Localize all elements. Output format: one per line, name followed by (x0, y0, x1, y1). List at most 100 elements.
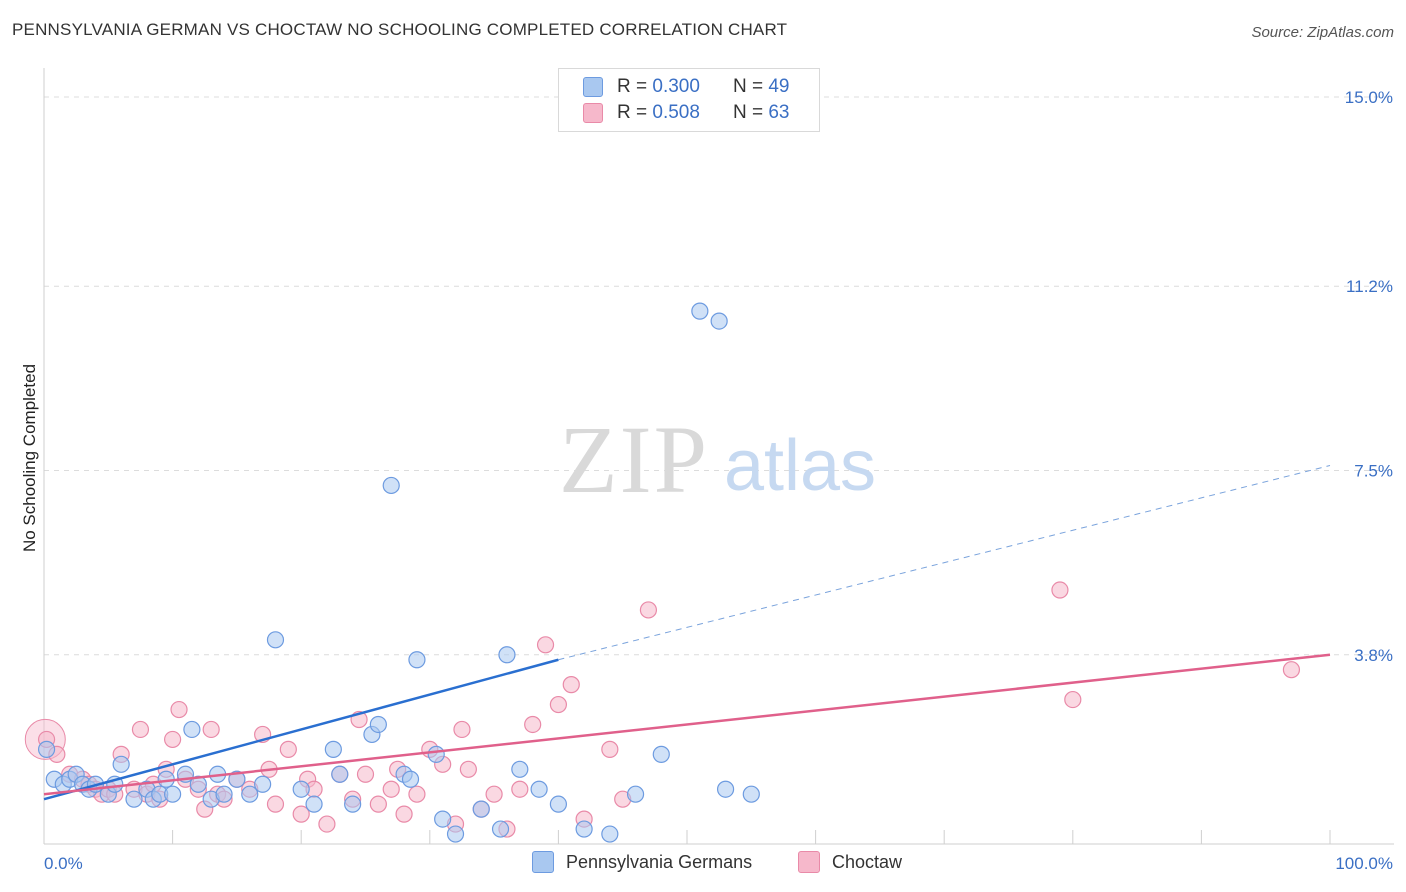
choctaw-point (639, 601, 658, 619)
legend-r-value: 0.508 (652, 102, 700, 123)
choctaw-point (601, 740, 619, 758)
choctaw-point (562, 676, 580, 694)
pennsylvania-point (575, 820, 593, 838)
watermark: ZIP atlas (559, 406, 876, 513)
legend-r-value: 0.300 (652, 76, 700, 97)
choctaw-point (292, 805, 310, 823)
pennsylvania-point (511, 760, 529, 778)
pennsylvania-point (601, 825, 619, 843)
choctaw-point (164, 730, 182, 749)
stats-legend: R = 0.300 N = 49 R = 0.508 N = 63 (558, 68, 820, 132)
choctaw-point (1282, 661, 1301, 679)
watermark-atlas: atlas (724, 426, 876, 506)
x-tick-label: 100.0% (1335, 854, 1393, 873)
legend-row-choctaw: R = 0.508 N = 63 (583, 101, 789, 125)
pennsylvania-point (382, 476, 400, 495)
pennsylvania-point (228, 770, 246, 788)
trend-lines (43, 465, 1331, 801)
series-swatch-pennsylvania (532, 851, 554, 873)
series-label-choctaw: Choctaw (832, 851, 903, 872)
series-label-pennsylvania: Pennsylvania Germans (566, 851, 753, 872)
choctaw-point (536, 636, 555, 654)
series-swatch-choctaw (798, 851, 820, 873)
choctaw-point (131, 720, 150, 739)
choctaw-point (524, 715, 542, 734)
pennsylvania-point (305, 795, 323, 813)
legend-n-value: 49 (768, 76, 790, 97)
pennsylvania-point (241, 785, 259, 803)
pennsylvania-point (292, 780, 310, 798)
pennsylvania-point (112, 755, 130, 773)
pennsylvania-point (498, 646, 516, 664)
choctaw-point (511, 780, 529, 798)
choctaw-point (279, 740, 297, 758)
pennsylvania-point (716, 780, 735, 798)
series-legend: Pennsylvania Germans Choctaw (0, 851, 1406, 879)
series-legend-choctaw[interactable]: Choctaw (798, 851, 902, 873)
pennsylvania-point (254, 775, 272, 793)
y-tick-label: 15.0% (1345, 88, 1393, 107)
legend-n-label: N = (732, 76, 764, 97)
pennsylvania-point (266, 631, 285, 649)
axes (43, 68, 1394, 845)
tick-labels: 3.8% 7.5% 11.2% 15.0% 0.0% 100.0% (44, 88, 1393, 873)
series-legend-pennsylvania[interactable]: Pennsylvania Germans (532, 851, 752, 873)
legend-n-label: N = (732, 102, 764, 123)
legend-r-label: R = (617, 76, 648, 97)
pennsylvania-point (652, 745, 670, 763)
pennsylvania-point (742, 785, 760, 803)
legend-r-label: R = (617, 102, 648, 123)
pennsylvania-point (125, 790, 143, 808)
choctaw-point (1064, 690, 1082, 709)
choctaw-point (485, 785, 503, 803)
choctaw-point (453, 720, 471, 739)
pennsylvania-point (164, 785, 182, 803)
y-tick-label: 3.8% (1354, 646, 1393, 665)
choctaw-point (382, 780, 400, 798)
pennsylvania-point (446, 825, 465, 843)
legend-swatch-pennsylvania (583, 77, 603, 97)
x-tick-label: 0.0% (44, 854, 83, 873)
pennsylvania-point (491, 820, 510, 838)
pennsylvania-point (626, 785, 645, 803)
pennsylvania-point (215, 785, 233, 803)
pennsylvania-point (401, 770, 420, 788)
pennsylvania-point (331, 765, 349, 783)
pennsylvania-point (427, 745, 445, 763)
legend-row-pennsylvania: R = 0.300 N = 49 (583, 75, 789, 99)
choctaw-point (266, 795, 285, 813)
chart-title: PENNSYLVANIA GERMAN VS CHOCTAW NO SCHOOL… (12, 20, 788, 39)
gridlines (44, 96, 1394, 656)
choctaw-point (395, 805, 413, 823)
watermark-zip: ZIP (559, 406, 709, 513)
choctaw-point (318, 815, 336, 833)
pennsylvania-points (37, 302, 760, 843)
pennsylvania-point (710, 312, 728, 330)
chart-source: Source: ZipAtlas.com (1251, 24, 1394, 41)
choctaw-point (369, 795, 387, 813)
pennsylvania-point (324, 740, 342, 758)
choctaw-point (408, 785, 426, 803)
pennsylvania-trend-line (43, 658, 559, 801)
pennsylvania-point (344, 795, 362, 813)
y-tick-label: 11.2% (1346, 277, 1393, 296)
pennsylvania-point (37, 740, 56, 758)
choctaw-point (170, 700, 188, 719)
choctaw-point (356, 765, 375, 783)
pennsylvania-point (691, 302, 709, 320)
pennsylvania-point (408, 651, 426, 669)
choctaw-trend-line (43, 653, 1331, 796)
choctaw-point (202, 720, 220, 739)
legend-swatch-choctaw (583, 103, 603, 123)
choctaw-point (459, 760, 477, 778)
pennsylvania-point (183, 720, 201, 739)
legend-n-value: 63 (768, 102, 790, 123)
choctaw-point (549, 695, 568, 714)
choctaw-point (1051, 581, 1069, 599)
pennsylvania-point (549, 795, 568, 813)
pennsylvania-point (369, 715, 387, 734)
pennsylvania-point (434, 810, 452, 828)
pennsylvania-trend-extension (558, 465, 1331, 661)
y-tick-label: 7.5% (1354, 462, 1393, 481)
